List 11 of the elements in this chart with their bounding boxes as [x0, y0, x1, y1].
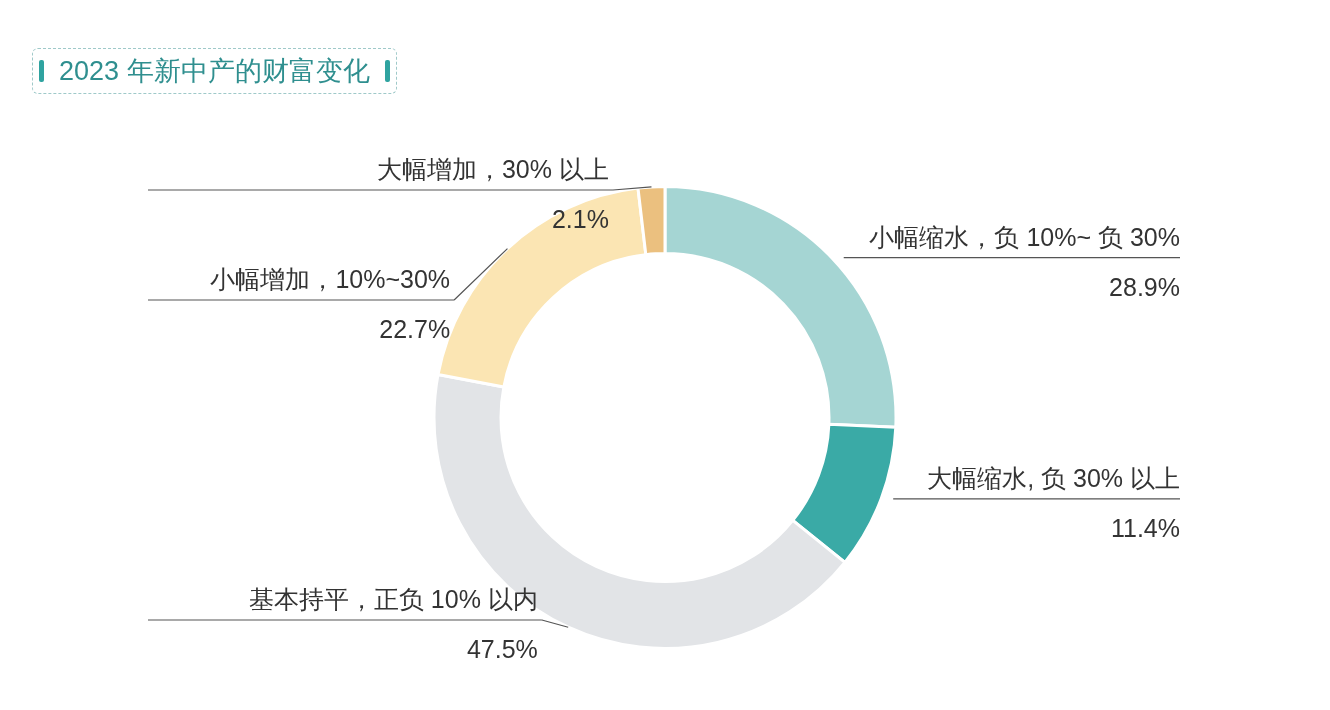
slice-label: 大幅增加，30% 以上 — [376, 155, 609, 183]
slice-label: 基本持平，正负 10% 以内 — [248, 585, 538, 613]
slice-label: 小幅缩水，负 10%~ 负 30% — [869, 222, 1180, 251]
slice-label: 小幅增加，10%~30% — [210, 265, 451, 293]
data-label: 47.5% — [466, 635, 538, 663]
data-label: 11.4% — [1110, 513, 1180, 542]
data-label: 22.7% — [379, 315, 451, 343]
slice-label: 大幅缩水, 负 30% 以上 — [927, 463, 1180, 492]
data-label: 2.1% — [551, 205, 609, 233]
data-label: 28.9% — [1109, 272, 1180, 301]
chart-title: 2023 年新中产的财富变化 — [59, 55, 370, 88]
